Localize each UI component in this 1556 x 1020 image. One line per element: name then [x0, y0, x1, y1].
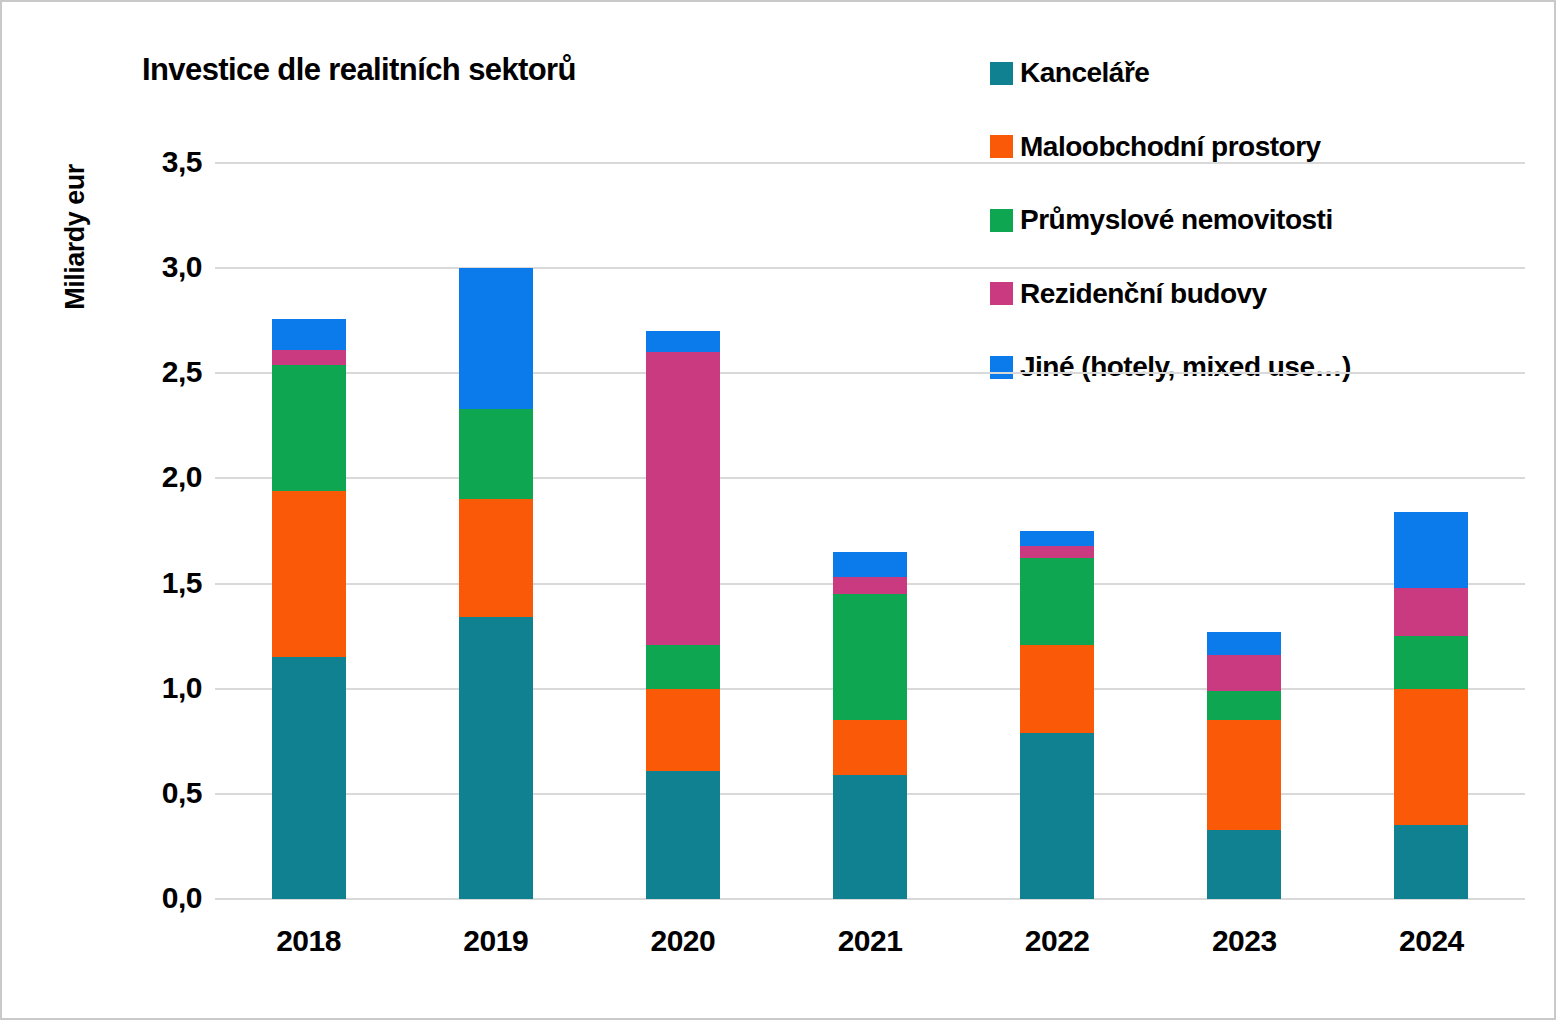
bar-segment [646, 771, 720, 899]
legend-swatch [990, 209, 1013, 232]
bar-segment [1394, 689, 1468, 826]
bar-segment [833, 720, 907, 775]
x-axis-label: 2018 [239, 924, 379, 958]
bar-segment [1394, 636, 1468, 689]
x-axis-label: 2019 [426, 924, 566, 958]
bar-segment [833, 577, 907, 594]
x-axis-label: 2021 [800, 924, 940, 958]
bar-segment [459, 499, 533, 617]
legend-item: Průmyslové nemovitosti [990, 207, 1333, 233]
bar-segment [1207, 720, 1281, 829]
gridline [215, 477, 1525, 479]
gridline [215, 372, 1525, 374]
bar-segment [1207, 632, 1281, 655]
y-axis-title: Miliardy eur [60, 164, 91, 310]
chart-title: Investice dle realitních sektorů [142, 52, 576, 88]
chart-figure: Investice dle realitních sektorů Miliard… [0, 0, 1556, 1020]
bar-segment [272, 365, 346, 491]
bar-segment [1020, 558, 1094, 644]
x-axis-label: 2024 [1361, 924, 1501, 958]
legend-item: Maloobchodní prostory [990, 134, 1321, 160]
bar-segment [1394, 588, 1468, 636]
legend-swatch [990, 356, 1013, 379]
y-tick-label: 3,0 [62, 250, 202, 284]
legend: Kanceláře Maloobchodní prostory Průmyslové… [990, 2, 1550, 402]
bar-segment [1020, 733, 1094, 899]
bar-segment [833, 775, 907, 899]
legend-label: Kanceláře [1020, 57, 1149, 89]
legend-label: Jiné (hotely, mixed use…) [1020, 351, 1351, 383]
legend-swatch [990, 135, 1013, 158]
y-tick-label: 2,5 [62, 355, 202, 389]
x-axis-label: 2020 [613, 924, 753, 958]
legend-swatch [990, 282, 1013, 305]
y-tick-label: 1,5 [62, 566, 202, 600]
legend-item: Kanceláře [990, 60, 1149, 86]
bar-segment [272, 491, 346, 657]
bar-segment [1394, 825, 1468, 899]
legend-swatch [990, 62, 1013, 85]
gridline [215, 162, 1525, 164]
bar-segment [833, 594, 907, 720]
legend-label: Průmyslové nemovitosti [1020, 204, 1333, 236]
legend-label: Maloobchodní prostory [1020, 131, 1321, 163]
x-axis-label: 2023 [1174, 924, 1314, 958]
bar-segment [646, 689, 720, 771]
legend-item: Jiné (hotely, mixed use…) [990, 354, 1351, 380]
bar-segment [459, 268, 533, 409]
y-tick-label: 2,0 [62, 460, 202, 494]
bar-segment [459, 617, 533, 899]
bar-segment [1394, 512, 1468, 588]
bar-segment [1207, 830, 1281, 899]
bar-segment [272, 319, 346, 351]
bar-segment [646, 331, 720, 352]
legend-item: Rezidenční budovy [990, 281, 1267, 307]
bar-segment [1207, 691, 1281, 720]
bar-segment [272, 350, 346, 365]
bar-segment [459, 409, 533, 499]
gridline [215, 267, 1525, 269]
bar-segment [1020, 546, 1094, 559]
bar-segment [1020, 531, 1094, 546]
y-tick-label: 0,0 [62, 881, 202, 915]
bar-segment [1020, 645, 1094, 733]
bar-segment [646, 645, 720, 689]
bar-segment [272, 657, 346, 899]
y-tick-label: 0,5 [62, 776, 202, 810]
bar-segment [833, 552, 907, 577]
bar-segment [1207, 655, 1281, 691]
bar-segment [646, 352, 720, 644]
x-axis-label: 2022 [987, 924, 1127, 958]
legend-label: Rezidenční budovy [1020, 278, 1267, 310]
y-tick-label: 3,5 [62, 145, 202, 179]
y-tick-label: 1,0 [62, 671, 202, 705]
